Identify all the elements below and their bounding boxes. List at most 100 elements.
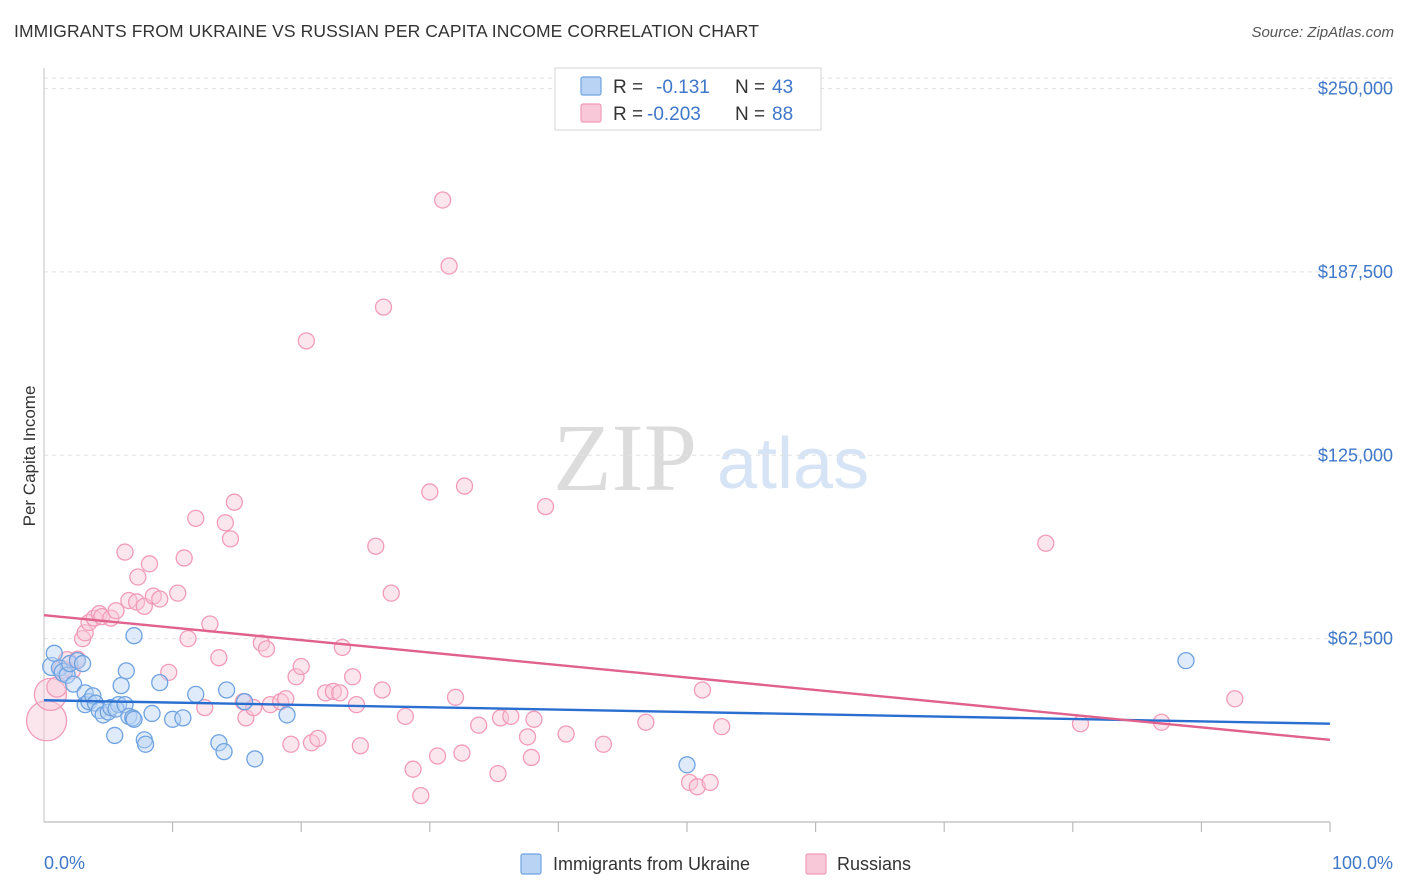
point-russians [210,649,228,667]
point-russians [257,640,276,658]
point-russians [297,332,315,350]
bottom-legend-swatch-ukraine [520,853,542,875]
point-russians [434,191,452,209]
point-russians [701,773,719,792]
point-russians [470,716,488,734]
series-ukraine [42,627,1195,774]
legend-r-label-russians: R = [613,104,643,125]
point-russians [518,728,537,746]
legend-n-label-russians: N = [735,104,765,125]
point-russians [382,584,400,602]
point-russians [187,509,205,527]
point-ukraine [210,734,228,752]
legend-swatch-ukraine [580,76,602,96]
point-ukraine [125,710,143,728]
point-russians [333,638,352,657]
point-ukraine [187,685,205,704]
point-russians [594,735,613,753]
point-ukraine [174,709,192,727]
point-russians [502,707,520,726]
point-russians [151,590,169,608]
point-russians [637,713,655,731]
point-russians [404,760,422,778]
source-label: Source: ZipAtlas.com [1251,24,1394,41]
y-tick-label: $250,000 [1318,79,1393,99]
point-ukraine [151,673,169,692]
point-russians [116,543,134,561]
x-tick-label-max: 100.0% [1332,853,1393,873]
point-russians [1037,534,1055,552]
point-ukraine [678,756,696,774]
point-russians [107,602,125,620]
point-russians [693,681,712,699]
point-russians [221,530,240,548]
point-russians [331,684,349,702]
y-tick-labels: $62,500 $125,000 $187,500 $250,000 [1318,79,1393,649]
point-russians [1226,690,1244,708]
point-ukraine [64,675,83,693]
point-ukraine [73,654,92,673]
bottom-legend-label-russians: Russians [837,854,911,874]
point-ukraine [45,644,63,662]
y-tick-label: $62,500 [1328,629,1393,649]
legend-r-label-ukraine: R = [613,77,643,98]
point-russians [140,555,159,573]
point-ukraine [235,693,254,711]
point-ukraine [106,726,124,745]
point-russians [282,735,300,753]
point-russians [525,710,543,728]
point-russians [225,493,243,511]
point-russians [347,695,366,714]
point-ukraine [117,662,135,680]
point-russians [557,725,575,743]
point-russians [324,682,343,701]
point-ukraine [143,704,161,723]
point-russians [428,747,447,765]
legend-n-value-ukraine: 43 [772,77,793,98]
y-tick-label: $187,500 [1318,262,1393,282]
point-russians [373,681,391,699]
point-ukraine [217,681,236,699]
point-russians [421,483,439,501]
point-russians [446,688,465,706]
point-ukraine [215,742,233,761]
point-russians [455,477,474,495]
point-russians [76,624,94,642]
x-tick-label-min: 0.0% [44,853,85,873]
point-ukraine [125,627,143,645]
point-ukraine [136,735,155,753]
watermark-zip: ZIP [553,404,697,511]
point-russians [351,737,370,755]
point-russians [129,568,147,586]
legend-n-value-russians: 88 [772,104,793,125]
legend-n-label-ukraine: N = [735,77,765,98]
point-russians [536,497,555,516]
point-russians [343,668,362,686]
series-legend: Immigrants from Ukraine Russians [520,853,911,875]
point-russians [175,549,193,567]
point-ukraine [246,750,264,768]
point-russians [367,537,385,555]
point-russians [374,298,393,316]
gridlines [44,77,1393,640]
chart-title: IMMIGRANTS FROM UKRAINE VS RUSSIAN PER C… [14,21,759,41]
point-ukraine [112,676,130,695]
point-russians [522,748,541,767]
point-russians [440,257,458,275]
point-russians [688,778,706,796]
point-russians [396,707,415,726]
legend-r-value-ukraine: -0.131 [656,77,710,98]
point-russians [453,744,471,762]
point-russians [292,657,310,676]
point-russians [216,514,234,532]
bottom-legend-swatch-russians [805,853,827,875]
point-ukraine [1177,651,1195,670]
point-russians [287,668,305,686]
legend-swatch-russians [580,103,602,123]
correlation-legend: R = -0.131 N = 43 R = -0.203 N = 88 [554,67,822,131]
point-russians [412,786,430,805]
bottom-legend-label-ukraine: Immigrants from Ukraine [553,854,750,874]
y-tick-label: $125,000 [1318,445,1393,465]
point-russians [169,584,187,602]
